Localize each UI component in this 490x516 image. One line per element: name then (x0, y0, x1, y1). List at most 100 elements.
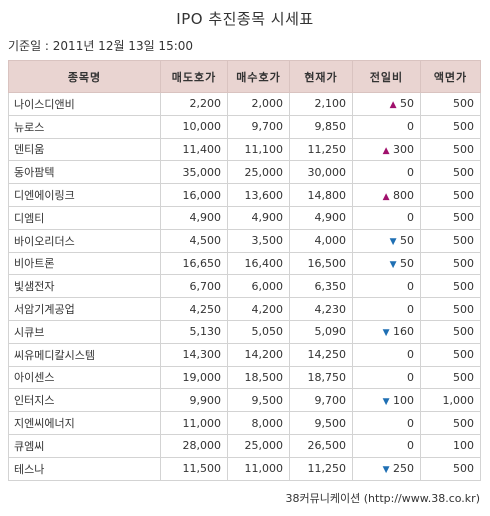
sell-price: 4,900 (160, 205, 228, 230)
table-row: 덴티움 11,400 11,100 11,250 ▲ 300 500 (8, 137, 481, 162)
triangle-up-icon: ▲ (382, 145, 390, 156)
day-change: 0 (352, 411, 421, 435)
day-change: ▲ 50 (352, 92, 421, 116)
table-row: 바이오리더스 4,500 3,500 4,000 ▼ 50 500 (8, 228, 481, 253)
par-value: 500 (420, 228, 481, 253)
change-value: 0 (407, 439, 414, 453)
current-price: 4,000 (289, 228, 353, 253)
table-row: 아이센스 19,000 18,500 18,750 0 500 (8, 365, 481, 390)
current-price: 16,500 (289, 251, 353, 276)
page-title: IPO 추진종목 시세표 (176, 10, 314, 28)
source-credit: 38커뮤니케이션 (http://www.38.co.kr) (285, 492, 480, 505)
current-price: 18,750 (289, 365, 353, 390)
header-change: 전일비 (352, 60, 421, 93)
par-value: 500 (420, 183, 481, 207)
par-value: 500 (420, 319, 481, 344)
buy-price: 9,700 (227, 114, 290, 139)
change-value: 300 (393, 142, 414, 156)
buy-price: 3,500 (227, 228, 290, 253)
table-row: 서암기계공업 4,250 4,200 4,230 0 500 (8, 297, 481, 321)
sell-price: 6,700 (160, 274, 228, 299)
sell-price: 10,000 (160, 114, 228, 139)
par-value: 500 (420, 160, 481, 185)
par-value: 500 (420, 205, 481, 230)
buy-price: 14,200 (227, 342, 290, 367)
change-value: 0 (407, 211, 414, 225)
sell-price: 4,250 (160, 297, 228, 321)
stock-name: 나이스디앤비 (8, 92, 161, 116)
buy-price: 11,000 (227, 456, 290, 481)
change-value: 50 (400, 97, 414, 111)
buy-price: 18,500 (227, 365, 290, 390)
buy-price: 6,000 (227, 274, 290, 299)
change-value: 0 (407, 370, 414, 384)
current-price: 2,100 (289, 92, 353, 116)
stock-name: 디엠티 (8, 205, 161, 230)
current-price: 14,800 (289, 183, 353, 207)
table-row: 지엔씨에너지 11,000 8,000 9,500 0 500 (8, 411, 481, 435)
current-price: 14,250 (289, 342, 353, 367)
stock-name: 뉴로스 (8, 114, 161, 139)
par-value: 500 (420, 251, 481, 276)
par-value: 1,000 (420, 388, 481, 413)
buy-price: 16,400 (227, 251, 290, 276)
sell-price: 11,000 (160, 411, 228, 435)
par-value: 100 (420, 433, 481, 458)
triangle-up-icon: ▲ (389, 100, 397, 111)
current-price: 26,500 (289, 433, 353, 458)
triangle-down-icon: ▼ (382, 396, 390, 407)
change-value: 160 (393, 325, 414, 339)
current-price: 6,350 (289, 274, 353, 299)
par-value: 500 (420, 411, 481, 435)
day-change: 0 (352, 342, 421, 367)
table-row: 디엠티 4,900 4,900 4,900 0 500 (8, 205, 481, 230)
stock-name: 시큐브 (8, 319, 161, 344)
current-price: 11,250 (289, 137, 353, 162)
par-value: 500 (420, 456, 481, 481)
day-change: 0 (352, 297, 421, 321)
ipo-price-table: 종목명 매도호가 매수호가 현재가 전일비 액면가 나이스디앤비 2,200 2,0… (8, 60, 481, 481)
change-value: 0 (407, 348, 414, 362)
table-row: 시큐브 5,130 5,050 5,090 ▼ 160 500 (8, 319, 481, 344)
buy-price: 5,050 (227, 319, 290, 344)
stock-name: 동아팜텍 (8, 160, 161, 185)
sell-price: 28,000 (160, 433, 228, 458)
change-value: 50 (400, 256, 414, 270)
change-value: 100 (393, 393, 414, 407)
change-value: 800 (393, 188, 414, 202)
current-price: 9,700 (289, 388, 353, 413)
change-value: 0 (407, 165, 414, 179)
par-value: 500 (420, 137, 481, 162)
current-price: 11,250 (289, 456, 353, 481)
par-value: 500 (420, 274, 481, 299)
table-row: 큐엠씨 28,000 25,000 26,500 0 100 (8, 433, 481, 458)
day-change: 0 (352, 365, 421, 390)
sell-price: 19,000 (160, 365, 228, 390)
table-row: 뉴로스 10,000 9,700 9,850 0 500 (8, 114, 481, 139)
current-price: 9,500 (289, 411, 353, 435)
day-change: ▼ 100 (352, 388, 421, 413)
sell-price: 16,000 (160, 183, 228, 207)
header-par: 액면가 (420, 60, 481, 93)
header-sell: 매도호가 (160, 60, 228, 93)
header-name: 종목명 (8, 60, 161, 93)
change-value: 0 (407, 302, 414, 316)
par-value: 500 (420, 342, 481, 367)
sell-price: 4,500 (160, 228, 228, 253)
table-row: 디엔에이링크 16,000 13,600 14,800 ▲ 800 500 (8, 183, 481, 207)
change-value: 0 (407, 279, 414, 293)
day-change: ▼ 50 (352, 228, 421, 253)
table-row: 나이스디앤비 2,200 2,000 2,100 ▲ 50 500 (8, 92, 481, 116)
table-row: 인터지스 9,900 9,500 9,700 ▼ 100 1,000 (8, 388, 481, 413)
current-price: 5,090 (289, 319, 353, 344)
stock-name: 바이오리더스 (8, 228, 161, 253)
stock-name: 인터지스 (8, 388, 161, 413)
triangle-down-icon: ▼ (389, 259, 397, 270)
sell-price: 2,200 (160, 92, 228, 116)
change-value: 250 (393, 462, 414, 476)
sell-price: 35,000 (160, 160, 228, 185)
buy-price: 9,500 (227, 388, 290, 413)
current-price: 4,900 (289, 205, 353, 230)
stock-name: 지엔씨에너지 (8, 411, 161, 435)
day-change: 0 (352, 114, 421, 139)
